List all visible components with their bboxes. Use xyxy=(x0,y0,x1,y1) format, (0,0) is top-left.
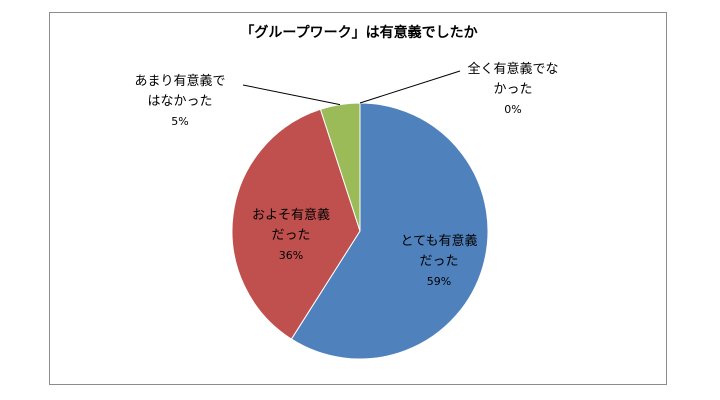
slice-label-1-line1: およそ有意義 xyxy=(252,207,330,223)
slice-value-0: 59% xyxy=(427,275,451,288)
slice-value-3: 0% xyxy=(504,103,521,116)
leader-line-3 xyxy=(359,70,461,104)
slice-label-3-line2: かった xyxy=(493,82,532,97)
chart-title: 「グループワーク」は有意義でしたか xyxy=(240,24,477,41)
slice-value-1: 36% xyxy=(279,249,303,262)
slice-label-1-line2: だった xyxy=(271,228,310,243)
leader-lines xyxy=(242,70,461,106)
pie-slice-0 xyxy=(290,102,489,360)
pie-chart: 「グループワーク」は有意義でしたか とても有意義 だった 59% およそ有意義 … xyxy=(134,24,559,360)
pie-slice-2 xyxy=(319,102,361,232)
slice-label-2-line1: あまり有意義で xyxy=(134,73,225,89)
pie-slice-1 xyxy=(231,108,361,340)
pie-slices xyxy=(231,102,489,360)
leader-line-2 xyxy=(242,84,341,106)
slice-label-0-line1: とても有意義 xyxy=(401,233,478,249)
chart-frame: 「グループワーク」は有意義でしたか とても有意義 だった 59% およそ有意義 … xyxy=(49,12,667,385)
slice-label-2-line2: はなかった xyxy=(147,94,212,109)
slice-label-0-line2: だった xyxy=(419,254,458,269)
slice-label-3-line1: 全く有意義でな xyxy=(467,61,558,77)
slice-value-2: 5% xyxy=(171,115,188,128)
